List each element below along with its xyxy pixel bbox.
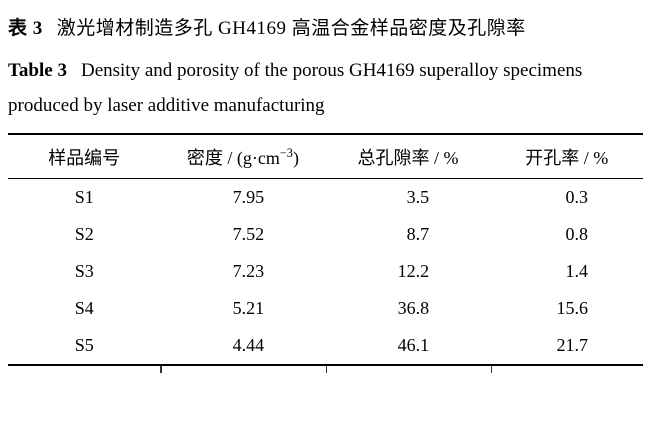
table-caption-en-label: Table 3 [8,60,67,82]
table-row: S4 5.21 36.8 15.6 [8,290,643,327]
density-value: 5.21 [232,298,265,319]
cell-total-porosity: 46.1 [325,327,490,365]
col-header-density-prefix: 密度 / (g·cm [186,148,280,169]
open-porosity-value: 1.4 [565,261,588,282]
cell-open-porosity: 1.4 [491,253,643,290]
total-porosity-value: 36.8 [397,298,430,319]
table-body: S1 7.95 3.5 0.3 S2 7.52 8.7 0.8 S3 7.23 … [8,179,643,366]
cell-total-porosity: 8.7 [325,216,490,253]
table-row: S5 4.44 46.1 21.7 [8,327,643,365]
cell-sample-id: S5 [74,335,94,356]
open-porosity-value: 0.3 [565,187,588,208]
bottom-rule-tick [325,366,327,374]
total-porosity-value: 12.2 [397,261,430,282]
cell-density: 7.52 [160,216,325,253]
bottom-rule-tick [160,366,162,374]
cell-density: 7.23 [160,253,325,290]
cell-density: 4.44 [160,327,325,365]
density-value: 7.95 [232,187,265,208]
density-value: 7.23 [232,261,265,282]
bottom-rule-tick [490,366,493,374]
col-header-sample-id: 样品编号 [8,134,161,180]
col-header-open-porosity: 开孔率 / % [490,134,643,180]
cell-total-porosity: 36.8 [325,290,490,327]
table-caption-en-text: Density and porosity of the porous GH416… [8,60,583,117]
total-porosity-value: 46.1 [397,335,430,356]
table-row: S2 7.52 8.7 0.8 [8,216,643,253]
density-value: 7.52 [232,224,265,245]
cell-density: 7.95 [160,179,325,217]
cell-total-porosity: 3.5 [325,179,490,217]
table-header-row-group: 样品编号 密度 / (g·cm−3) 总孔隙率 / % 开孔率 / % [8,134,643,180]
cell-sample-id: S2 [74,224,94,245]
cell-open-porosity: 0.3 [491,179,643,217]
open-porosity-value: 0.8 [565,224,588,245]
cell-sample-id: S3 [74,261,94,282]
total-porosity-value: 3.5 [406,187,430,208]
col-header-density-suffix: ) [292,148,299,169]
cell-open-porosity: 21.7 [491,327,643,365]
density-value: 4.44 [232,335,265,356]
table-caption-cn-text: 激光增材制造多孔 GH4169 高温合金样品密度及孔隙率 [56,18,526,39]
table-caption-english: Table 3 Density and porosity of the porou… [8,53,643,123]
cell-sample-id: S4 [74,298,94,319]
col-header-density: 密度 / (g·cm−3) [160,134,326,180]
table-caption-cn-label: 表 3 [8,18,43,39]
table-row: S1 7.95 3.5 0.3 [8,179,643,217]
table-caption-chinese: 表 3 激光增材制造多孔 GH4169 高温合金样品密度及孔隙率 [8,10,643,47]
cell-open-porosity: 0.8 [491,216,643,253]
total-porosity-value: 8.7 [406,224,430,245]
open-porosity-value: 15.6 [556,298,588,319]
col-header-total-porosity: 总孔隙率 / % [325,134,491,180]
density-porosity-table: 样品编号 密度 / (g·cm−3) 总孔隙率 / % 开孔率 / % S1 7… [8,133,643,367]
density-porosity-table-wrapper: 样品编号 密度 / (g·cm−3) 总孔隙率 / % 开孔率 / % S1 7… [8,133,643,374]
table-header-row: 样品编号 密度 / (g·cm−3) 总孔隙率 / % 开孔率 / % [8,134,643,180]
cell-open-porosity: 15.6 [491,290,643,327]
col-header-density-exponent: −3 [279,146,293,161]
cell-density: 5.21 [160,290,325,327]
table-row: S3 7.23 12.2 1.4 [8,253,643,290]
cell-total-porosity: 12.2 [325,253,490,290]
open-porosity-value: 21.7 [556,335,588,356]
cell-sample-id: S1 [74,187,94,208]
